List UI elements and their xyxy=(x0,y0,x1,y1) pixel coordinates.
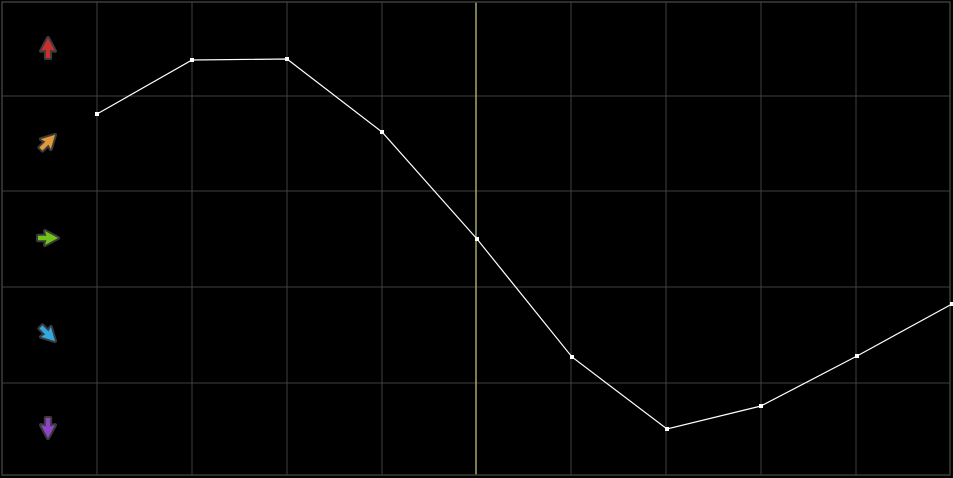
arrow-down-icon-fill xyxy=(41,418,55,438)
arrow-down-right-icon-fill xyxy=(39,325,56,342)
arrow-up-icon-fill xyxy=(41,38,55,58)
data-point-marker xyxy=(475,237,479,241)
arrow-down-icon[interactable] xyxy=(31,411,65,445)
arrow-up-icon[interactable] xyxy=(31,31,65,65)
data-point-marker xyxy=(285,57,289,61)
data-point-marker xyxy=(855,354,859,358)
data-point-marker xyxy=(380,130,384,134)
data-point-marker xyxy=(950,302,953,306)
arrow-right-icon-fill xyxy=(38,231,58,245)
data-point-marker xyxy=(190,58,194,62)
arrow-up-right-icon[interactable] xyxy=(31,125,65,159)
arrow-right-icon[interactable] xyxy=(31,221,65,255)
arrow-down-right-icon[interactable] xyxy=(31,317,65,351)
data-point-marker xyxy=(759,404,763,408)
data-point-marker xyxy=(95,112,99,116)
data-point-marker xyxy=(665,427,669,431)
series-line xyxy=(96,58,953,430)
data-point-marker xyxy=(570,355,574,359)
arrow-up-right-icon-fill xyxy=(39,134,56,151)
